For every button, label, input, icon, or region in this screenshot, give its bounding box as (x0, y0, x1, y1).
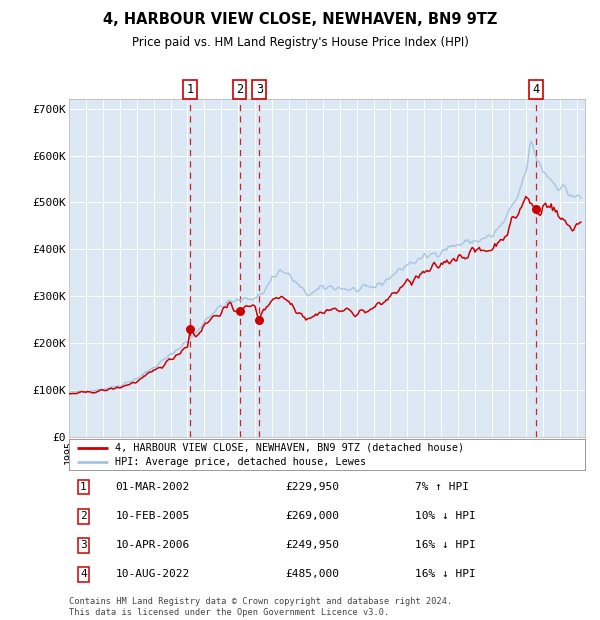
Text: 10-FEB-2005: 10-FEB-2005 (115, 511, 190, 521)
Text: 01-MAR-2002: 01-MAR-2002 (115, 482, 190, 492)
Text: 16% ↓ HPI: 16% ↓ HPI (415, 569, 475, 580)
Text: Price paid vs. HM Land Registry's House Price Index (HPI): Price paid vs. HM Land Registry's House … (131, 36, 469, 49)
Text: £485,000: £485,000 (286, 569, 340, 580)
Text: 7% ↑ HPI: 7% ↑ HPI (415, 482, 469, 492)
Text: 4: 4 (80, 569, 87, 580)
Text: 10% ↓ HPI: 10% ↓ HPI (415, 511, 475, 521)
Text: £229,950: £229,950 (286, 482, 340, 492)
Text: 1: 1 (80, 482, 87, 492)
Text: 2: 2 (80, 511, 87, 521)
Text: 10-APR-2006: 10-APR-2006 (115, 540, 190, 551)
Text: 4: 4 (532, 83, 539, 96)
Text: 2: 2 (236, 83, 243, 96)
Text: 3: 3 (256, 83, 263, 96)
Text: 4, HARBOUR VIEW CLOSE, NEWHAVEN, BN9 9TZ (detached house): 4, HARBOUR VIEW CLOSE, NEWHAVEN, BN9 9TZ… (115, 443, 464, 453)
Text: 16% ↓ HPI: 16% ↓ HPI (415, 540, 475, 551)
Text: 10-AUG-2022: 10-AUG-2022 (115, 569, 190, 580)
Text: 4, HARBOUR VIEW CLOSE, NEWHAVEN, BN9 9TZ: 4, HARBOUR VIEW CLOSE, NEWHAVEN, BN9 9TZ (103, 12, 497, 27)
Text: 3: 3 (80, 540, 87, 551)
Text: £269,000: £269,000 (286, 511, 340, 521)
Text: HPI: Average price, detached house, Lewes: HPI: Average price, detached house, Lewe… (115, 457, 367, 467)
Text: £249,950: £249,950 (286, 540, 340, 551)
Text: 1: 1 (187, 83, 194, 96)
Text: Contains HM Land Registry data © Crown copyright and database right 2024.
This d: Contains HM Land Registry data © Crown c… (69, 598, 452, 617)
